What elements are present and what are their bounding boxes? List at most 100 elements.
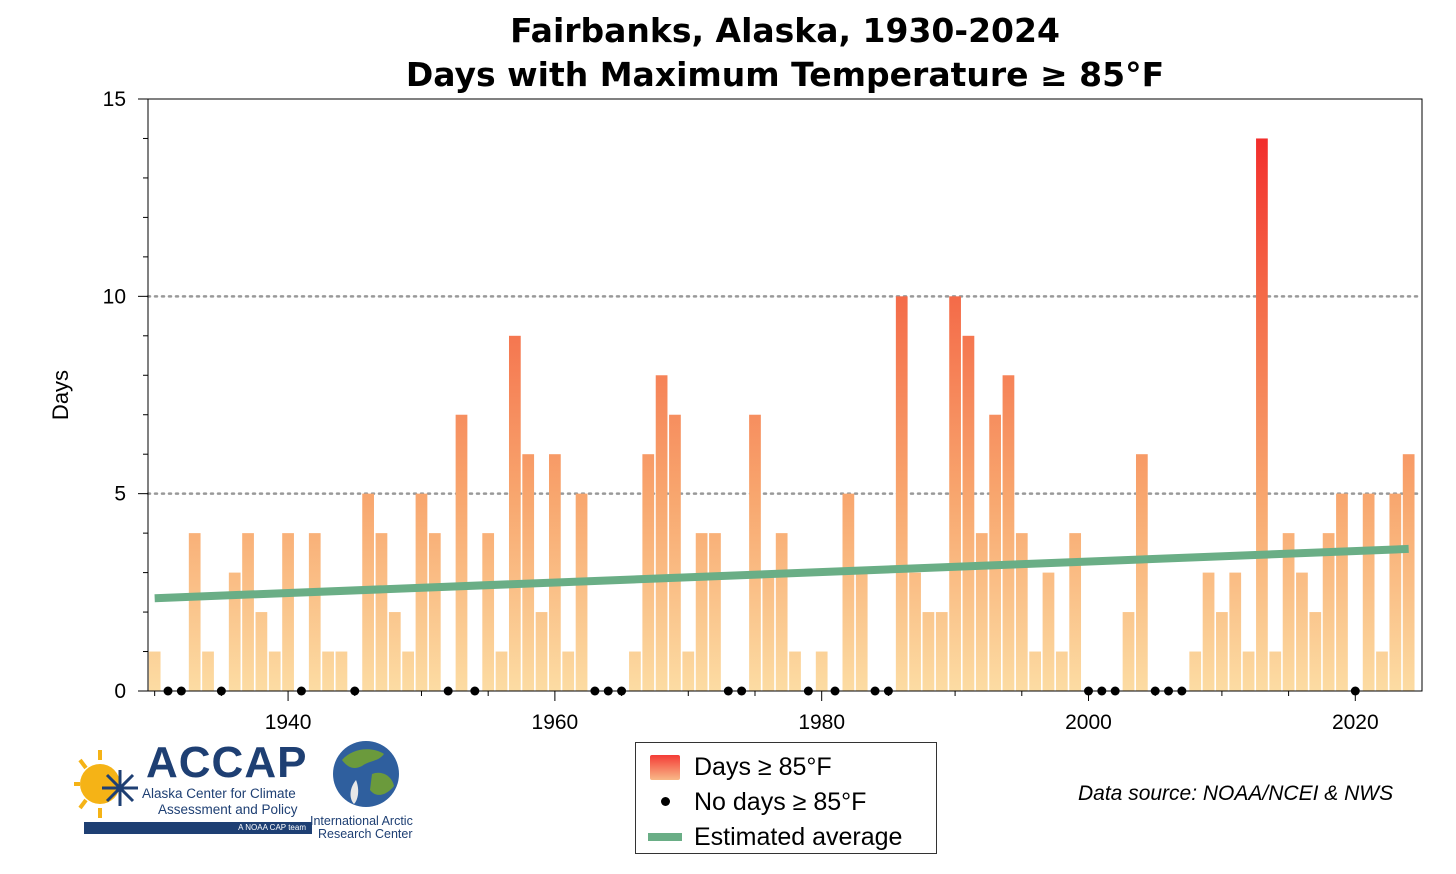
bar [1055,651,1068,691]
bar [228,572,241,691]
bar [1189,651,1202,691]
legend-label-days: Days ≥ 85°F [694,753,832,781]
bar [335,651,348,691]
bar [655,375,668,691]
bar [188,533,201,691]
bar [855,572,868,691]
bar [1309,612,1322,691]
legend-item-average: Estimated average [636,818,936,852]
bar [455,414,468,691]
bar [1402,454,1415,691]
bar [909,572,921,691]
plot-frame [147,98,1423,692]
bar [695,533,708,691]
bar [549,454,561,691]
trend-line [154,544,1409,603]
x-axis: 1940 1960 1980 2000 2020 [154,691,1379,734]
x-tick-label: 1960 [532,711,579,734]
bar [1135,454,1148,691]
bar [642,454,655,691]
bar [989,414,1001,691]
bar [522,454,535,691]
bar [1229,572,1242,691]
bar [1269,651,1282,691]
y-tick-label: 0 [114,680,126,703]
bar [415,493,428,691]
legend-label-average: Estimated average [694,823,903,851]
legend-swatch-dot [661,797,670,806]
bar [482,533,495,691]
bar [1216,612,1228,691]
accap-logo: ACCAP Alaska Center for Climate Assessme… [66,738,316,838]
bar [1322,533,1335,691]
bar [148,651,161,691]
legend-swatch-bars [650,755,680,780]
bar [1282,533,1295,691]
bar [268,651,281,691]
bar [1242,651,1255,691]
bar [428,533,441,691]
bar [1015,533,1028,691]
gridlines [146,295,1424,495]
bar [1202,572,1215,691]
iarc-logo: International Arctic Research Center [308,738,428,842]
legend-swatch-line [648,833,682,841]
accap-bar: A NOAA CAP team [84,822,312,834]
bar [322,651,334,691]
bar [282,533,294,691]
bar [1029,651,1042,691]
bar [962,335,975,691]
bar [762,572,775,691]
bar [535,612,548,691]
bar [1256,138,1268,691]
y-tick-label: 15 [103,88,126,111]
globe-icon [333,741,399,807]
y-tick-label: 10 [103,285,126,308]
x-tick-label: 2020 [1332,711,1379,734]
legend-item-no-days: No days ≥ 85°F [636,783,936,817]
bar [842,493,855,691]
bar [402,651,415,691]
bar [789,651,801,691]
bar-series [148,138,1415,691]
bar [895,296,908,691]
bar [255,612,268,691]
bar [669,414,681,691]
bar [1002,375,1015,691]
y-tick-label: 5 [114,483,126,506]
iarc-name-line2: Research Center [318,827,413,841]
bar [1042,572,1055,691]
y-axis: 0 5 10 15 [103,88,148,703]
bar [1296,572,1308,691]
bar [749,414,761,691]
bar [1376,651,1388,691]
sun-snowflake-icon [74,750,138,818]
y-axis-label: Days [48,370,73,420]
bar [935,612,948,691]
bar [709,533,721,691]
bar [629,651,641,691]
bar [1122,612,1135,691]
bar [375,533,388,691]
accap-subtitle-2: Assessment and Policy [158,802,298,817]
bar [1336,493,1348,691]
iarc-name-line1: International Arctic [310,814,413,828]
bar [495,651,508,691]
bar [1362,493,1375,691]
accap-subtitle-1: Alaska Center for Climate [142,786,296,801]
bar [922,612,935,691]
bar [202,651,214,691]
x-tick-label: 1980 [798,711,845,734]
bar [388,612,401,691]
chart-title-line2: Days with Maximum Temperature ≥ 85°F [405,55,1165,94]
legend-label-no-days: No days ≥ 85°F [694,788,867,816]
bar [949,296,961,691]
bar [682,651,695,691]
bar [308,533,321,691]
trend-line-path [154,544,1409,603]
bar [775,533,788,691]
chart-title-line1: Fairbanks, Alaska, 1930-2024 [510,11,1060,50]
bar [1069,533,1082,691]
accap-tagline: A NOAA CAP team [238,823,306,832]
